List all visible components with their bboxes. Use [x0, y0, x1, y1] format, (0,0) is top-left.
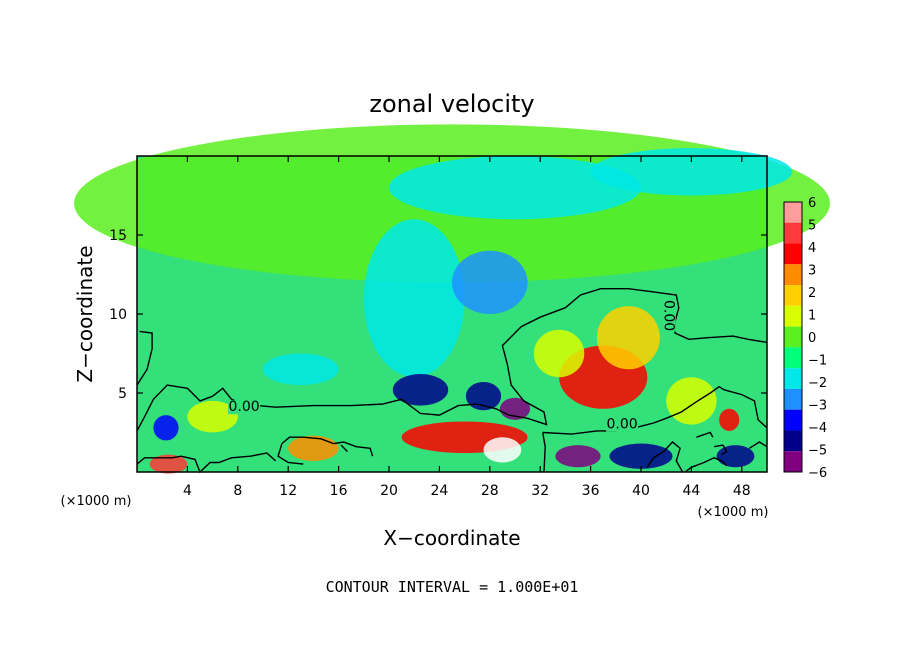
plot-area: 0.00 0.00 0.00 — [74, 124, 830, 474]
colorbar-label: −6 — [808, 466, 827, 481]
heatmap-feature — [666, 377, 717, 425]
x-tick-label: 16 — [330, 483, 348, 499]
x-tick-label: 36 — [582, 483, 600, 499]
colorbar-swatch — [784, 430, 802, 452]
colorbar-label: 6 — [808, 196, 816, 211]
colorbar-label: −5 — [808, 444, 827, 459]
zero-contour-line — [136, 288, 768, 432]
colorbar-label: −2 — [808, 376, 827, 391]
colorbar: 6 5 4 3 2 1 0 −1 −2 −3 −4 −5 −6 — [783, 196, 827, 481]
zero-contour-line — [749, 441, 768, 449]
x-tick-label: 28 — [481, 483, 499, 499]
colorbar-label: 1 — [808, 309, 816, 324]
heatmap-feature — [288, 435, 339, 461]
colorbar-swatch — [784, 451, 802, 472]
contour-label: 0.00 — [229, 399, 260, 415]
heatmap-feature — [452, 250, 528, 314]
contour-interval-note: CONTOUR INTERVAL = 1.000E+01 — [326, 578, 579, 596]
colorbar-swatch — [784, 326, 802, 348]
y-tick-label: 10 — [109, 307, 127, 323]
heatmap-feature — [392, 374, 449, 406]
zero-contour-line — [277, 443, 304, 465]
heatmap-feature — [719, 408, 740, 431]
x-tick-label: 32 — [531, 483, 549, 499]
colorbar-swatch — [784, 305, 802, 327]
x-tick-label: 8 — [233, 483, 242, 499]
contour-label-bg — [606, 417, 639, 432]
colorbar-swatch — [784, 285, 802, 306]
colorbar-swatch — [784, 368, 802, 389]
heatmap-feature — [596, 306, 660, 370]
colorbar-swatch — [784, 409, 802, 431]
x-tick-label: 48 — [733, 483, 751, 499]
heatmap-feature — [533, 329, 585, 378]
zero-contour-line — [713, 444, 728, 456]
colorbar-label: 5 — [808, 219, 816, 234]
x-tick-label: 24 — [430, 483, 448, 499]
colorbar-label: 3 — [808, 264, 816, 279]
heatmap-feature — [609, 443, 673, 469]
x-unit-left: (×1000 m) — [61, 494, 132, 509]
colorbar-label: 2 — [808, 286, 816, 301]
y-tick-label: 5 — [118, 386, 127, 402]
y-tick-label: 15 — [109, 228, 127, 244]
heatmap-feature — [555, 445, 601, 468]
heatmap-feature — [187, 400, 238, 433]
heatmap-feature — [149, 454, 188, 474]
zero-contour-line — [542, 432, 546, 473]
heatmap-feature — [363, 219, 465, 378]
colorbar-swatch — [784, 222, 802, 244]
zero-contour-line — [281, 436, 374, 457]
colorbar-swatch — [784, 264, 802, 286]
x-axis-ticks: 4 8 12 16 20 24 28 32 36 40 44 48 — [183, 156, 751, 499]
colorbar-swatch — [784, 388, 802, 410]
zero-contours: 0.00 0.00 0.00 — [136, 288, 768, 474]
zero-contour-line — [646, 441, 684, 473]
heatmap-feature — [716, 445, 755, 468]
contour-label-bg — [661, 299, 676, 332]
colorbar-label: 4 — [808, 241, 816, 256]
heatmap-feature — [483, 437, 522, 463]
colorbar-frame — [783, 201, 803, 473]
colorbar-swatch — [784, 243, 802, 265]
x-tick-label: 20 — [380, 483, 398, 499]
colorbar-swatch — [784, 347, 802, 369]
contour-label: 0.00 — [607, 417, 638, 433]
contour-label-bg — [228, 400, 261, 415]
x-tick-label: 44 — [682, 483, 700, 499]
colorbar-label: −1 — [808, 354, 827, 369]
x-axis-title: X−coordinate — [383, 526, 520, 550]
zero-contour-line — [340, 444, 348, 452]
x-unit-right: (×1000 m) — [698, 505, 769, 520]
x-tick-label: 12 — [279, 483, 297, 499]
colorbar-label: 0 — [808, 331, 816, 346]
y-axis-ticks: 5 10 15 — [109, 228, 767, 402]
heatmap-feature — [590, 148, 793, 196]
y-axis-title: Z−coordinate — [73, 245, 97, 382]
contour-label: 0.00 — [661, 300, 677, 331]
heatmap-feature — [465, 381, 502, 411]
colorbar-label: −3 — [808, 399, 827, 414]
zero-contour-line — [136, 452, 277, 474]
heatmap-feature — [389, 156, 641, 220]
x-tick-label: 4 — [183, 483, 192, 499]
colorbar-label: −4 — [808, 421, 827, 436]
x-tick-label: 40 — [632, 483, 650, 499]
heatmap-feature — [153, 415, 179, 441]
zero-contour-line — [136, 330, 153, 386]
colorbar-swatch — [784, 202, 802, 223]
zero-contour-line — [696, 431, 714, 438]
heatmap-feature — [263, 353, 339, 386]
zero-contour-line — [684, 457, 728, 473]
chart-title: zonal velocity — [369, 90, 534, 118]
